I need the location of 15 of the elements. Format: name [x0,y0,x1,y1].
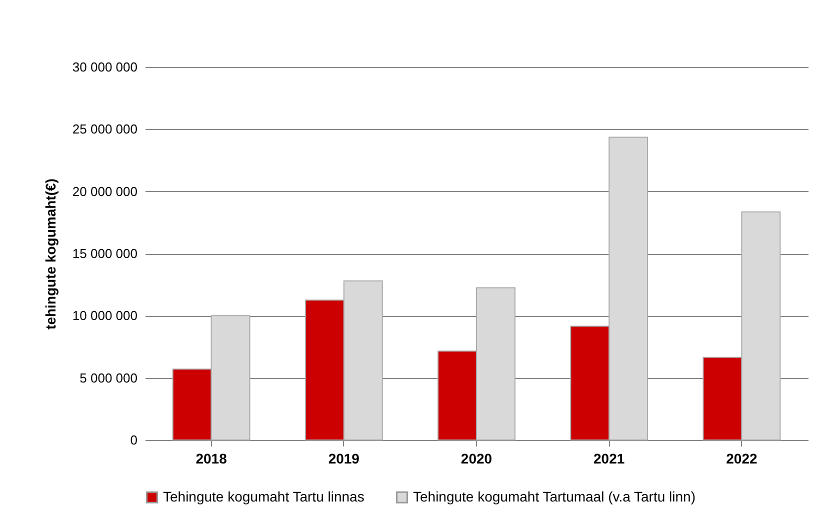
y-tick-label: 20 000 000 [72,184,138,199]
y-tick-label: 0 [130,432,138,448]
x-tick-label: 2022 [726,450,758,466]
y-tick-label: 10 000 000 [72,308,138,324]
y-tick-label: 5 000 000 [80,370,138,386]
x-tick-label: 2018 [196,450,228,466]
y-axis-title: tehingute kogumaht(€) [42,178,58,330]
y-tick-label: 30 000 000 [72,60,138,74]
x-tick-label: 2020 [460,450,492,466]
legend-label: Tehingute kogumaht Tartumaal (v.a Tartu linn) [413,488,696,504]
legend-label: Tehingute kogumaht Tartu linnas [163,488,364,504]
y-tick-label: 15 000 000 [72,246,138,261]
y-tick-label: 25 000 000 [72,122,138,137]
x-tick-label: 2021 [594,450,625,466]
x-tick-label: 2019 [328,450,360,466]
